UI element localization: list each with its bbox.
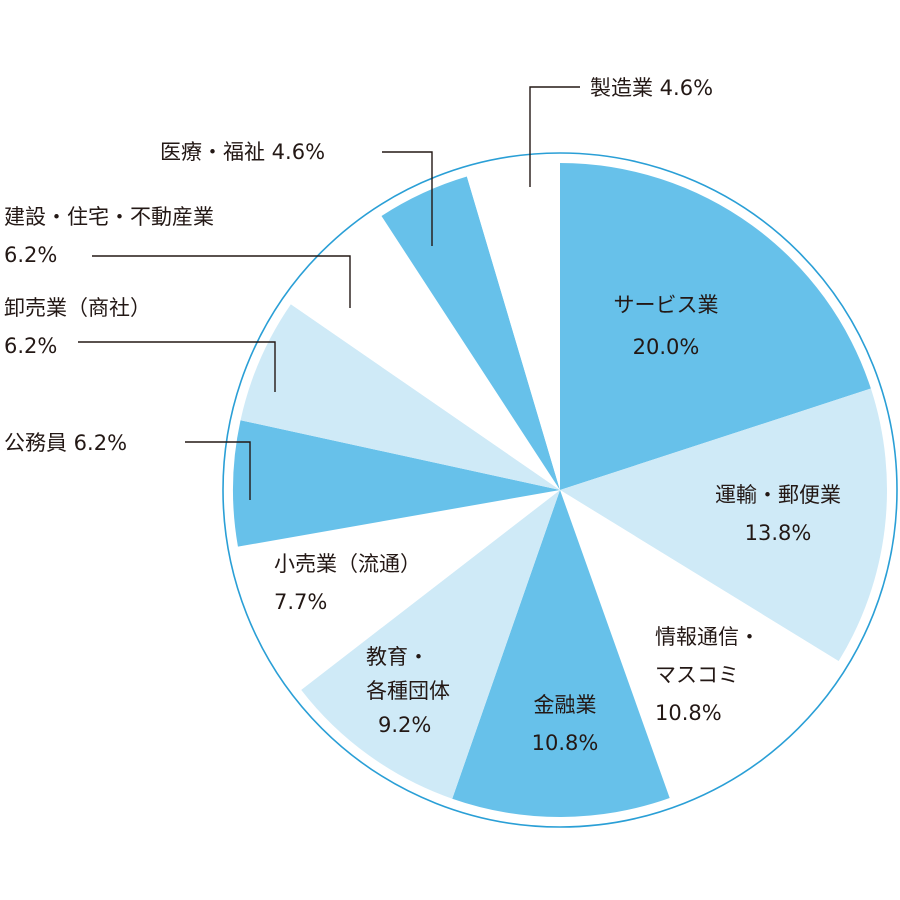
slice-label-line: 製造業 4.6%: [590, 76, 713, 100]
pie-slice-5: [301, 490, 560, 799]
pie-slice-2: [560, 388, 888, 662]
slice-label-line: 医療・福祉 4.6%: [160, 140, 325, 164]
slice-label-9: 建設・住宅・不動産業 6.2%: [4, 205, 214, 267]
slice-label-2: 運輸・郵便業 13.8%: [715, 483, 841, 545]
slice-label-line: 6.2%: [4, 243, 57, 267]
slice-label-line: 教育・: [366, 645, 429, 669]
slice-label-7: 公務員 6.2%: [4, 431, 127, 455]
slice-label-line: マスコミ: [655, 663, 739, 687]
slice-label-line: 建設・住宅・不動産業: [4, 205, 214, 229]
leader-line-7: [185, 441, 251, 500]
slice-label-4: 金融業 10.8%: [532, 693, 599, 755]
pie-slice-1: [560, 163, 871, 490]
pie-slice-9: [290, 216, 560, 490]
pie-slice-11: [466, 163, 560, 490]
slice-label-line: 各種団体: [366, 679, 450, 703]
leader-line-10: [382, 151, 433, 246]
slice-label-line: 10.8%: [532, 731, 599, 755]
leader-line-11: [529, 86, 580, 187]
slice-label-line: 情報通信・: [655, 625, 760, 649]
slice-label-6: 小売業（流通） 7.7%: [274, 552, 421, 614]
slice-label-line: 9.2%: [378, 713, 431, 737]
pie-slice-4: [452, 490, 670, 817]
slice-label-line: 金融業: [534, 693, 597, 717]
pie-slice-3: [560, 490, 839, 799]
slice-label-line: 運輸・郵便業: [715, 483, 841, 507]
pie-slice-8: [240, 304, 560, 490]
leader-line-8: [78, 341, 276, 392]
slice-label-11: 製造業 4.6%: [590, 76, 713, 100]
slice-label-line: 小売業（流通）: [274, 552, 421, 576]
pie-slice-6: [237, 490, 560, 690]
slice-label-3: 情報通信・マスコミ 10.8%: [655, 625, 760, 725]
pie-slice-7: [233, 420, 560, 547]
pie-outline: [222, 152, 898, 828]
slice-label-line: 7.7%: [274, 590, 327, 614]
slice-label-8: 卸売業（商社） 6.2%: [4, 296, 151, 358]
slice-label-line: 卸売業（商社）: [4, 296, 151, 320]
slice-label-line: 13.8%: [745, 521, 812, 545]
slice-label-5: 教育・各種団体 9.2%: [366, 645, 450, 737]
slice-label-line: サービス業: [614, 293, 719, 317]
slice-label-line: 20.0%: [633, 335, 700, 359]
slice-label-line: 10.8%: [655, 701, 722, 725]
slice-label-line: 6.2%: [4, 334, 57, 358]
slice-label-1: サービス業 20.0%: [614, 293, 719, 359]
slice-label-10: 医療・福祉 4.6%: [160, 140, 325, 164]
slice-label-line: 公務員 6.2%: [4, 431, 127, 455]
leader-line-9: [92, 255, 351, 308]
pie-slice-10: [381, 176, 560, 491]
